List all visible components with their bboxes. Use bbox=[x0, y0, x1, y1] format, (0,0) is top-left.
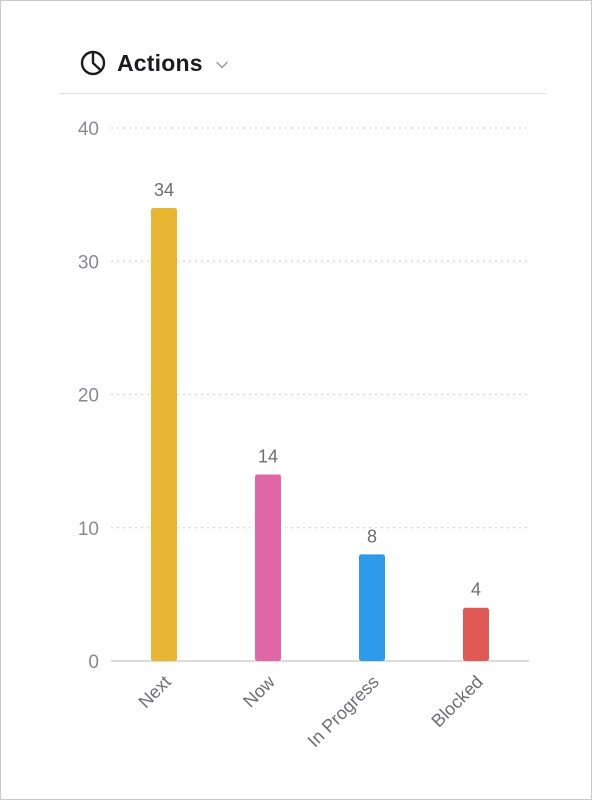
y-tick-label: 10 bbox=[78, 519, 99, 540]
bar bbox=[463, 607, 489, 661]
bar bbox=[359, 554, 385, 661]
chart-title: Actions bbox=[117, 49, 203, 76]
x-tick-label: In Progress bbox=[304, 672, 383, 751]
bar bbox=[151, 207, 177, 661]
x-tick-label: Next bbox=[135, 672, 175, 712]
header-divider bbox=[59, 93, 546, 94]
x-tick-label: Blocked bbox=[427, 672, 486, 731]
bar-chart: 0 10 20 30 40 34 Next 14 Now 8 In Progress 4 Blocked bbox=[78, 119, 529, 751]
data-label: 14 bbox=[258, 446, 278, 466]
y-tick-label: 20 bbox=[78, 386, 99, 407]
data-label: 8 bbox=[367, 526, 377, 546]
y-tick-label: 40 bbox=[78, 119, 99, 140]
x-tick-label: Now bbox=[239, 671, 279, 711]
y-tick-label: 30 bbox=[78, 252, 99, 273]
y-tick-label: 0 bbox=[88, 652, 99, 673]
data-label: 34 bbox=[154, 180, 174, 200]
pie-chart-icon bbox=[80, 50, 106, 76]
bar bbox=[255, 474, 281, 661]
chart-header[interactable]: Actions bbox=[79, 45, 229, 81]
chevron-down-icon[interactable] bbox=[215, 58, 229, 72]
data-label: 4 bbox=[471, 580, 481, 600]
